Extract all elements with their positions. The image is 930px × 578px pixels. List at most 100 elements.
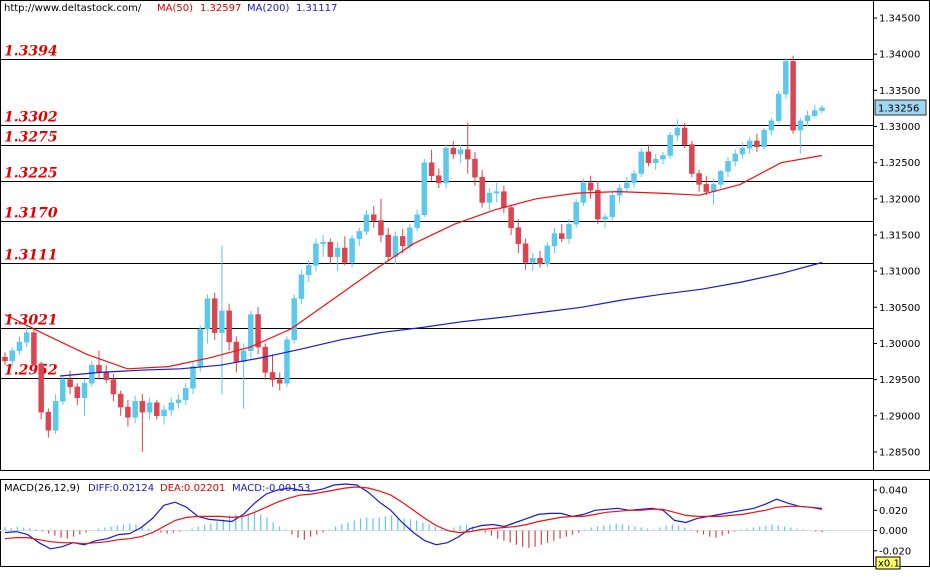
candle-body xyxy=(819,107,825,111)
candle-body xyxy=(9,350,15,362)
candle-body xyxy=(125,406,131,418)
y-tick-label: 1.33000 xyxy=(879,122,920,133)
candle-body xyxy=(276,379,283,384)
candle-body xyxy=(768,120,775,131)
candle-body xyxy=(385,234,391,257)
candle-body xyxy=(211,298,218,333)
candle-body xyxy=(486,192,493,203)
candle-body xyxy=(587,182,594,191)
level-label: 1.3394 xyxy=(4,44,58,60)
candle-body xyxy=(298,274,305,299)
candle-body xyxy=(67,379,73,388)
candle-body xyxy=(240,350,247,362)
candle-body xyxy=(45,411,52,431)
candle-body xyxy=(291,298,297,341)
candle-body xyxy=(667,134,673,156)
candle-body xyxy=(2,356,8,362)
candle-body xyxy=(175,399,182,404)
candle-body xyxy=(414,214,420,229)
candle-body xyxy=(674,127,681,136)
candle-body xyxy=(313,243,319,266)
macd-scale-label: x0.1 xyxy=(878,559,900,570)
candle-body xyxy=(631,173,637,184)
candle-body xyxy=(197,328,203,367)
candle-body xyxy=(74,386,81,398)
source-url[interactable]: http://www.deltastock.com/ xyxy=(4,3,142,14)
candle-body xyxy=(31,332,37,364)
candle-body xyxy=(146,402,153,413)
candle-body xyxy=(363,214,370,232)
y-tick-label: 1.32500 xyxy=(879,158,920,169)
price-panel-frame xyxy=(0,0,874,471)
candle-body xyxy=(551,233,558,247)
candle-body xyxy=(501,191,507,208)
y-tick-label: 1.30500 xyxy=(879,303,920,314)
candle-body xyxy=(89,364,95,384)
y-tick-label: 1.28500 xyxy=(879,447,920,458)
candle-body xyxy=(522,243,529,263)
macd-diff-label: DIFF:0.02124 xyxy=(88,483,155,494)
candle-body xyxy=(725,160,731,172)
y-tick-label: 1.29500 xyxy=(879,375,920,386)
candle-body xyxy=(681,127,688,145)
candle-body xyxy=(190,366,196,389)
candle-body xyxy=(754,140,760,148)
candle-body xyxy=(378,220,384,236)
candle-body xyxy=(443,147,449,184)
macd-dea-line xyxy=(4,486,823,545)
candle-body xyxy=(790,61,796,131)
candle-body xyxy=(464,149,471,160)
candle-body xyxy=(609,194,616,218)
macd-tick-label: 0.000 xyxy=(879,526,908,537)
candle-body xyxy=(703,184,710,192)
candle-body xyxy=(52,401,59,431)
macd-value-label: MACD:-0.00153 xyxy=(232,483,311,494)
candle-body xyxy=(566,223,572,239)
candle-body xyxy=(248,314,254,351)
candle-body xyxy=(804,115,811,122)
candle-body xyxy=(602,216,608,220)
y-tick-label: 1.33500 xyxy=(879,86,920,97)
candle-body xyxy=(226,310,232,343)
ma50-label: MA(50) xyxy=(157,3,193,14)
macd-tick-label: 0.040 xyxy=(879,486,908,497)
candle-body xyxy=(255,314,261,348)
y-tick-label: 1.32000 xyxy=(879,194,920,205)
candle-body xyxy=(219,310,225,333)
price-axis-frame xyxy=(873,0,930,471)
candle-body xyxy=(595,189,601,220)
ma50-line xyxy=(4,154,823,370)
candle-body xyxy=(132,401,138,418)
candle-body xyxy=(530,257,536,263)
candle-body xyxy=(103,372,109,380)
candle-body xyxy=(262,346,269,373)
candle-body xyxy=(479,176,485,203)
ma200-line xyxy=(59,261,823,377)
candle-body xyxy=(327,241,334,257)
candle-body xyxy=(349,238,355,263)
candle-body xyxy=(739,147,746,155)
level-label: 1.3021 xyxy=(4,313,58,329)
current-price-box xyxy=(874,99,927,116)
candle-body xyxy=(38,363,44,413)
candle-body xyxy=(761,129,767,148)
current-price-label: 1.33256 xyxy=(878,104,919,115)
macd-tick-label: 0.020 xyxy=(879,506,908,517)
candle-body xyxy=(645,151,652,163)
macd-dea-label: DEA:0.02201 xyxy=(160,483,226,494)
candle-body xyxy=(154,402,160,417)
candle-body xyxy=(797,120,804,131)
candle-body xyxy=(638,151,644,174)
candle-body xyxy=(428,162,435,176)
candle-body xyxy=(472,158,478,178)
y-tick-label: 1.29000 xyxy=(879,411,920,422)
candle-body xyxy=(60,379,66,402)
candle-body xyxy=(436,175,442,184)
level-label: 1.3170 xyxy=(4,206,58,222)
candle-body xyxy=(544,245,551,265)
y-tick-label: 1.30000 xyxy=(879,339,920,350)
candle-body xyxy=(81,382,88,398)
y-tick-label: 1.34000 xyxy=(879,50,920,61)
candle-body xyxy=(168,402,175,411)
